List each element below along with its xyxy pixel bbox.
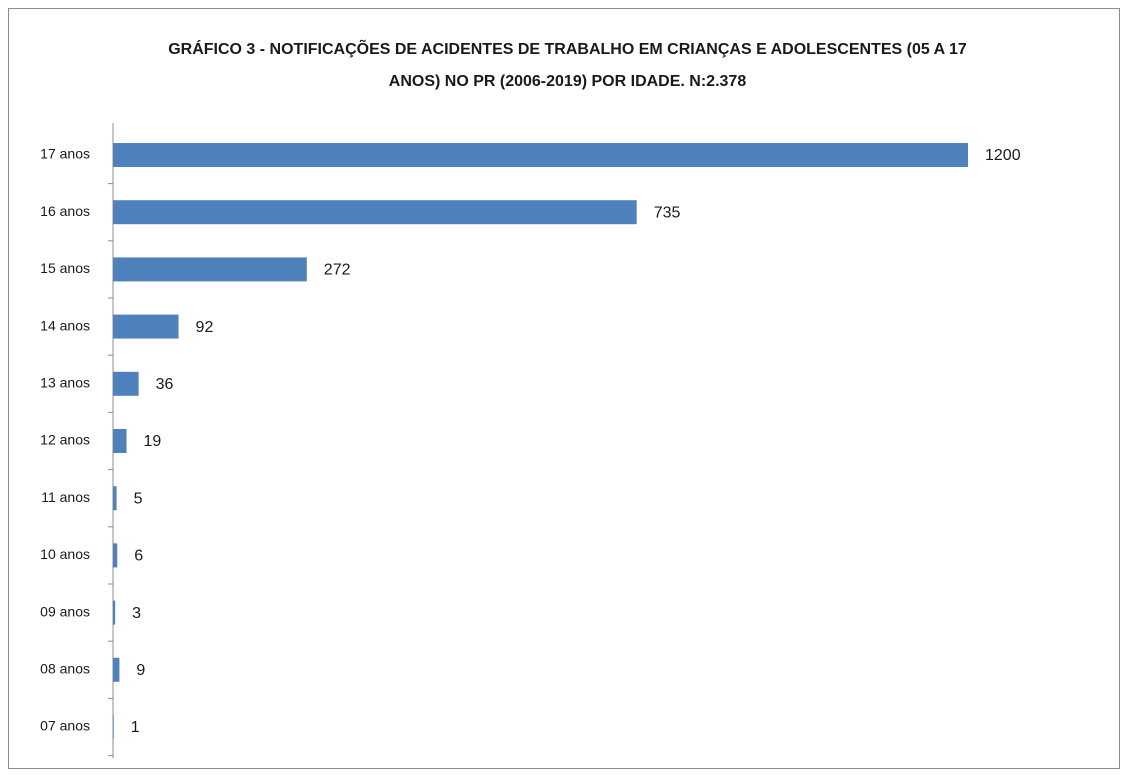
data-label: 1 [131, 719, 140, 736]
bar [113, 200, 637, 225]
y-tick-label: 07 anos [40, 718, 90, 734]
data-label: 19 [144, 433, 162, 450]
y-tick-label: 12 anos [40, 432, 90, 448]
y-tick-label: 13 anos [40, 375, 90, 391]
data-label: 92 [196, 319, 214, 336]
y-tick-label: 10 anos [40, 546, 90, 562]
bar [113, 543, 118, 568]
y-tick-label: 11 anos [41, 489, 90, 505]
data-label: 3 [132, 605, 141, 622]
bar [113, 600, 116, 625]
data-label: 6 [134, 548, 143, 565]
bar [113, 429, 127, 453]
data-label: 36 [156, 376, 174, 393]
y-tick-label: 14 anos [40, 317, 90, 333]
bar [113, 715, 114, 739]
bar [113, 314, 179, 339]
bar [113, 657, 120, 682]
bar [113, 257, 307, 282]
y-tick-label: 17 anos [40, 146, 90, 162]
data-label: 1200 [985, 147, 1021, 164]
bar [113, 486, 117, 511]
data-label: 5 [134, 490, 143, 507]
chart-title: GRÁFICO 3 - NOTIFICAÇÕES DE ACIDENTES DE… [168, 41, 967, 90]
data-label: 272 [324, 262, 351, 279]
chart-frame [8, 8, 1120, 769]
bar [113, 371, 139, 396]
y-tick-label: 15 anos [40, 260, 90, 276]
y-tick-label: 09 anos [40, 603, 90, 619]
y-tick-label: 08 anos [40, 661, 90, 677]
data-label: 735 [654, 204, 681, 221]
y-tick-label: 16 anos [40, 203, 90, 219]
bar [113, 143, 968, 167]
data-label: 9 [136, 662, 145, 679]
